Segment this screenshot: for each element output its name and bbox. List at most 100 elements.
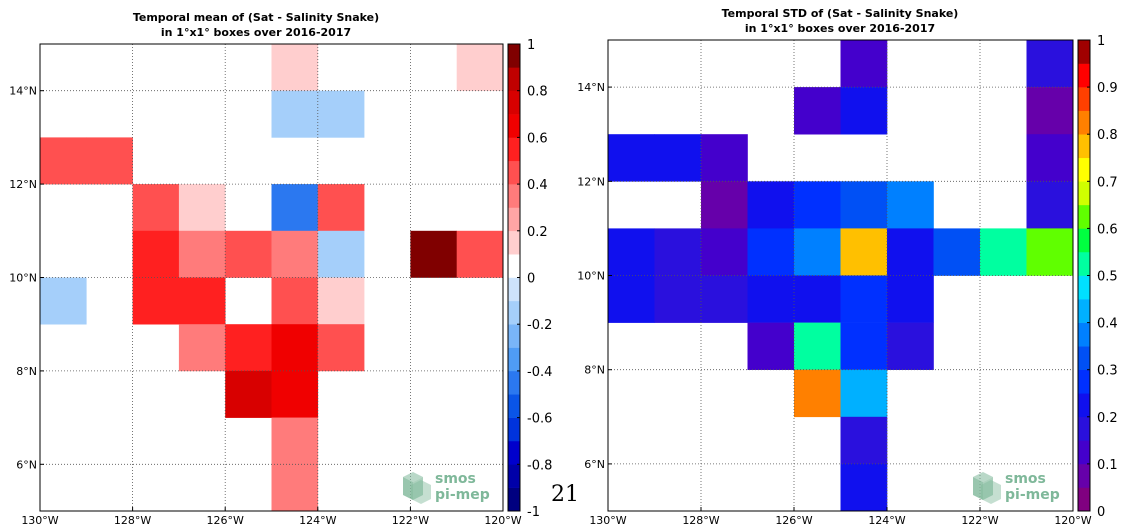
grid-cell <box>840 322 888 370</box>
cells-std <box>608 40 1074 512</box>
grid-cell <box>317 230 365 278</box>
grid-cell <box>132 277 180 325</box>
grid-cell <box>747 228 795 276</box>
grid-cell <box>608 228 655 276</box>
y-tick-label: 10°N <box>577 270 605 283</box>
grid-cell <box>933 228 981 276</box>
logo-cube-icon <box>973 477 983 500</box>
grid-cell <box>840 416 888 465</box>
colorbar-tick-label: 0.5 <box>1097 270 1118 285</box>
colorbar-swatch <box>1078 87 1090 111</box>
grid-cell <box>794 87 841 135</box>
x-tick-label: 122°W <box>961 514 998 525</box>
colorbar-tick-label: 1 <box>527 38 535 53</box>
y-tick-label: 8°N <box>16 365 37 378</box>
grid-cell <box>1026 87 1074 135</box>
x-tick-label: 122°W <box>392 514 429 525</box>
grid-cell <box>271 464 319 512</box>
grid-cell <box>1026 228 1074 276</box>
colorbar-swatch <box>508 464 520 488</box>
grid-cell <box>86 137 133 185</box>
colorbar-swatch <box>508 440 520 465</box>
y-tick-label: 14°N <box>9 85 37 98</box>
colorbar-tick-label: 0.1 <box>1097 458 1118 473</box>
colorbar-tick-label: -0.2 <box>527 318 552 333</box>
grid-cell <box>271 230 319 278</box>
grid-cell <box>178 324 226 372</box>
y-tick-label: 14°N <box>577 81 605 94</box>
grid-cell <box>178 230 226 278</box>
x-tick-label: 128°W <box>114 514 151 525</box>
colorbar-tick-label: -0.4 <box>527 365 552 380</box>
grid-cell <box>271 370 319 418</box>
colorbar-swatch <box>508 370 520 395</box>
colorbar-tick-label: 0.6 <box>1097 222 1118 237</box>
colorbar-swatch <box>1078 416 1090 441</box>
grid-cell <box>40 277 87 325</box>
colorbar-swatch <box>508 277 520 302</box>
x-tick-label: 120°W <box>484 514 521 525</box>
colorbar-tick-label: 0.2 <box>527 225 548 240</box>
grid-cell <box>701 181 748 229</box>
colorbar-swatch <box>1078 393 1090 418</box>
grid-cell <box>794 181 841 229</box>
grid-cell <box>608 275 655 323</box>
colorbar-swatch <box>508 300 520 325</box>
grid-cell <box>40 137 87 185</box>
grid-cell <box>178 277 226 325</box>
grid-cell <box>317 184 365 232</box>
colorbar-tick-label: 0 <box>527 272 535 287</box>
colorbar-std: 1 0.9 0.8 0.7 0.6 0.5 0.4 0.3 0.2 0.1 0 <box>1077 34 1118 520</box>
grid-cell <box>840 369 888 418</box>
grid-cell <box>271 324 319 372</box>
colorbar-swatch <box>508 417 520 442</box>
colorbar-swatch <box>1078 275 1090 300</box>
logo-text-pimep: pi-mep <box>1005 487 1060 503</box>
colorbar-swatch <box>508 114 520 138</box>
grid-cell <box>840 463 888 512</box>
colorbar-swatch <box>1078 463 1090 488</box>
grid-cell <box>271 90 319 138</box>
grid-cell <box>132 230 180 278</box>
grid-cell <box>271 44 319 91</box>
colorbar-swatch <box>1078 487 1090 512</box>
grid-cell <box>794 322 841 370</box>
y-tick-label: 8°N <box>584 364 605 377</box>
logo-text-smos: smos <box>1005 471 1046 487</box>
grid-cell <box>608 134 655 182</box>
x-tick-label: 120°W <box>1054 514 1091 525</box>
y-tick-label: 6°N <box>16 458 37 471</box>
grid-cell <box>456 44 504 91</box>
colorbar-tick-label: 0 <box>1097 505 1105 520</box>
logo-cube-icon <box>403 477 413 500</box>
colorbar-swatch <box>1078 40 1090 64</box>
grid-cell <box>225 370 272 418</box>
colorbar-swatch <box>1078 322 1090 347</box>
colorbar-swatch <box>1078 369 1090 394</box>
grid-cell <box>654 134 702 182</box>
colorbar-swatch <box>508 137 520 162</box>
grid-cell <box>887 322 934 370</box>
grid-cell <box>225 324 272 372</box>
colorbar-tick-label: -1 <box>527 505 540 520</box>
colorbar-swatch <box>508 67 520 91</box>
grid-cell <box>840 40 888 88</box>
grid-cell <box>1026 134 1074 182</box>
grid-cell <box>980 228 1027 276</box>
grid-cell <box>654 275 702 323</box>
x-tick-label: 124°W <box>299 514 336 525</box>
grid-cell <box>747 322 795 370</box>
logo-cube-icon <box>983 477 993 500</box>
y-tick-label: 12°N <box>577 175 605 188</box>
y-tick-label: 10°N <box>9 272 37 285</box>
colorbar-swatch <box>1078 134 1090 159</box>
grid-cell <box>701 134 748 182</box>
grid-cell <box>132 184 180 232</box>
grid-cell <box>178 184 226 232</box>
colorbar-swatch <box>508 254 520 278</box>
grid-cell <box>840 87 888 135</box>
colorbar-swatch <box>508 394 520 418</box>
colorbar-tick-label: 0.8 <box>1097 128 1118 143</box>
x-tick-label: 130°W <box>589 514 626 525</box>
